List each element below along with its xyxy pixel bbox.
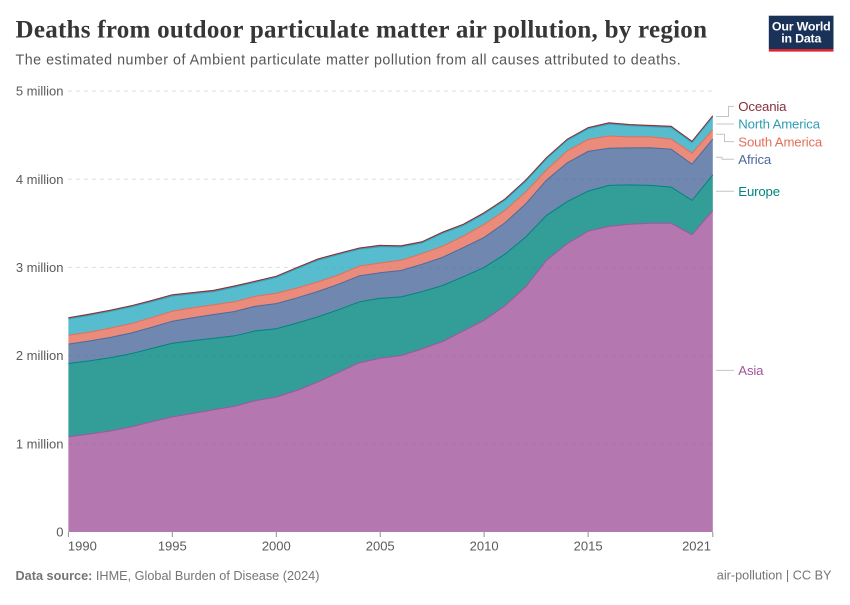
svg-text:in Data: in Data — [781, 32, 821, 46]
svg-text:3 million: 3 million — [16, 260, 64, 275]
svg-text:North America: North America — [738, 117, 820, 132]
svg-text:Africa: Africa — [738, 152, 772, 167]
svg-text:2005: 2005 — [366, 539, 395, 554]
svg-text:South America: South America — [738, 134, 823, 149]
svg-text:1 million: 1 million — [16, 436, 64, 451]
svg-text:5 million: 5 million — [16, 84, 64, 99]
svg-text:Our World: Our World — [772, 20, 831, 34]
svg-text:2000: 2000 — [262, 539, 291, 554]
svg-text:2021: 2021 — [682, 539, 711, 554]
svg-text:Asia: Asia — [738, 363, 764, 378]
svg-text:2 million: 2 million — [16, 348, 64, 363]
svg-text:Europe: Europe — [738, 184, 780, 199]
svg-text:1990: 1990 — [68, 539, 97, 554]
svg-text:2015: 2015 — [574, 539, 603, 554]
svg-text:2010: 2010 — [470, 539, 499, 554]
svg-text:The estimated number of Ambien: The estimated number of Ambient particul… — [16, 53, 682, 69]
svg-text:4 million: 4 million — [16, 172, 64, 187]
svg-text:Data source: IHME, Global Burd: Data source: IHME, Global Burden of Dise… — [16, 569, 320, 583]
svg-text:Oceania: Oceania — [738, 99, 787, 114]
svg-text:air-pollution | CC BY: air-pollution | CC BY — [717, 569, 832, 583]
svg-text:Deaths from outdoor particulat: Deaths from outdoor particulate matter a… — [16, 17, 708, 44]
svg-text:1995: 1995 — [158, 539, 187, 554]
svg-text:0: 0 — [56, 525, 63, 540]
